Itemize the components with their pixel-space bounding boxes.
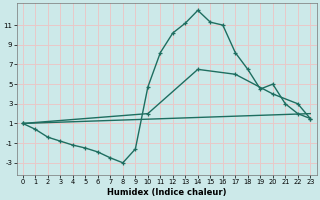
X-axis label: Humidex (Indice chaleur): Humidex (Indice chaleur) — [107, 188, 226, 197]
